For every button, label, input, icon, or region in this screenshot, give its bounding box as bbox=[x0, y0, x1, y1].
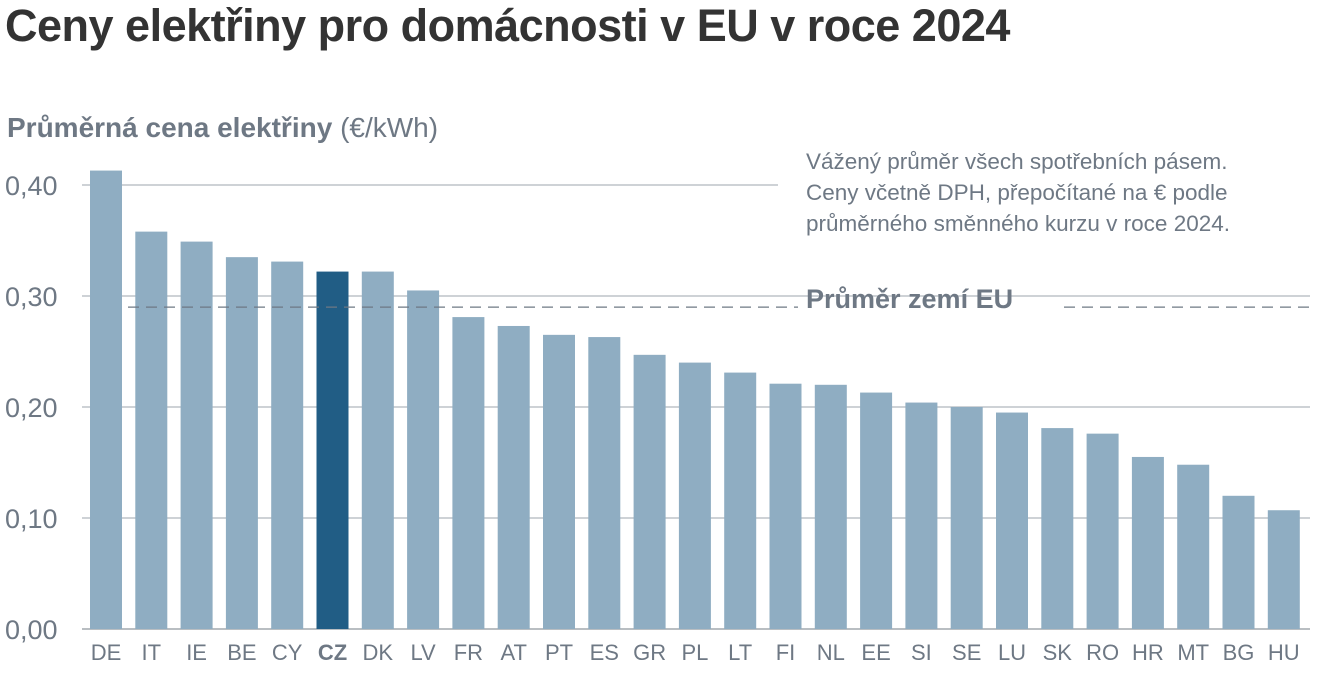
x-tick-label: SK bbox=[1043, 640, 1073, 665]
bar-lv bbox=[407, 290, 440, 629]
x-tick-label: IT bbox=[142, 640, 162, 665]
y-tick-label: 0,30 bbox=[5, 282, 58, 312]
x-tick-label: LT bbox=[728, 640, 752, 665]
bar-nl bbox=[814, 384, 847, 629]
bar-ro bbox=[1086, 433, 1119, 629]
note-line: průměrného směnného kurzu v roce 2024. bbox=[806, 211, 1230, 236]
bar-de bbox=[90, 170, 122, 629]
average-line-group: Průměr zemí EU bbox=[128, 284, 1312, 314]
bar-at bbox=[497, 325, 530, 629]
bar-hu bbox=[1267, 510, 1300, 629]
x-tick-label: HR bbox=[1132, 640, 1164, 665]
bar-hr bbox=[1131, 456, 1164, 629]
bar-lu bbox=[996, 412, 1028, 629]
bar-si bbox=[905, 402, 938, 629]
bar-be bbox=[225, 257, 258, 629]
x-tick-label: ES bbox=[590, 640, 619, 665]
note-line: Vážený průměr všech spotřebních pásem. bbox=[806, 149, 1228, 174]
x-tick-label: GR bbox=[633, 640, 666, 665]
bar-dk bbox=[361, 271, 394, 629]
bar-fi bbox=[769, 383, 802, 629]
bar-se bbox=[950, 407, 983, 629]
bar-bg bbox=[1222, 495, 1255, 629]
x-tick-label: DK bbox=[363, 640, 394, 665]
y-tick-label: 0,20 bbox=[5, 393, 58, 423]
x-tick-label: NL bbox=[817, 640, 845, 665]
y-tick-label: 0,10 bbox=[5, 504, 58, 534]
bar-fr bbox=[452, 317, 485, 629]
x-tick-label: BE bbox=[227, 640, 256, 665]
bars bbox=[90, 170, 1300, 630]
x-tick-label: DE bbox=[91, 640, 122, 665]
x-tick-label: SE bbox=[952, 640, 981, 665]
x-tick-label: RO bbox=[1086, 640, 1119, 665]
bar-es bbox=[588, 337, 621, 629]
bar-pt bbox=[543, 334, 575, 629]
x-tick-label: IE bbox=[186, 640, 207, 665]
bar-cz bbox=[316, 271, 349, 629]
y-tick-label: 0,00 bbox=[5, 615, 58, 645]
x-tick-label: FI bbox=[776, 640, 796, 665]
x-tick-label: EE bbox=[861, 640, 890, 665]
x-tick-label: PL bbox=[681, 640, 708, 665]
x-tick-label: SI bbox=[911, 640, 932, 665]
bar-ie bbox=[180, 241, 213, 630]
bar-lt bbox=[724, 372, 757, 629]
bar-ee bbox=[860, 392, 893, 629]
chart-title: Ceny elektřiny pro domácnosti v EU v roc… bbox=[5, 0, 1010, 51]
y-axis-label: Průměrná cena elektřiny (€/kWh) bbox=[7, 112, 438, 144]
y-tick-label: 0,40 bbox=[5, 171, 58, 201]
x-tick-label: CY bbox=[272, 640, 303, 665]
x-tick-label: MT bbox=[1177, 640, 1209, 665]
x-tick-label: LU bbox=[998, 640, 1026, 665]
x-tick-label: HU bbox=[1268, 640, 1300, 665]
bar-sk bbox=[1041, 428, 1074, 629]
x-tick-label: BG bbox=[1223, 640, 1255, 665]
y-axis-unit: (€/kWh) bbox=[340, 112, 439, 143]
bar-cy bbox=[271, 261, 304, 629]
x-axis-labels: DE IT IE BE CY CZ DK LV FR AT PT ES GR PL LT FI NL EE SI SE… bbox=[91, 640, 1300, 665]
average-label: Průměr zemí EU bbox=[806, 284, 1013, 314]
x-tick-label: CZ bbox=[318, 640, 347, 665]
bar-pl bbox=[678, 362, 711, 629]
chart-note: Vážený průměr všech spotřebních pásem. C… bbox=[806, 146, 1318, 239]
x-tick-label: AT bbox=[500, 640, 526, 665]
x-tick-label: LV bbox=[410, 640, 436, 665]
bar-gr bbox=[633, 354, 666, 629]
x-tick-label: PT bbox=[545, 640, 573, 665]
bar-mt bbox=[1177, 464, 1210, 629]
x-tick-label: FR bbox=[454, 640, 483, 665]
note-line: Ceny včetně DPH, přepočítané na € podle bbox=[806, 180, 1228, 205]
y-axis-label-text: Průměrná cena elektřiny bbox=[7, 112, 333, 143]
bar-it bbox=[135, 231, 168, 629]
y-axis-ticks: 0,00 0,10 0,20 0,30 0,40 bbox=[5, 171, 58, 645]
